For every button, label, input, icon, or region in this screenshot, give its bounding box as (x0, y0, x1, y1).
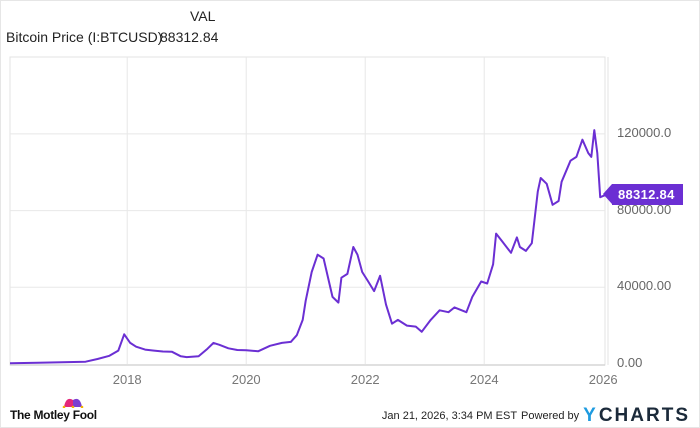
bitcoin-price-line[interactable] (9, 129, 607, 365)
motley-fool-logo: The Motley Fool (10, 398, 100, 424)
jester-hat-icon (62, 398, 84, 408)
footer-attribution: Jan 21, 2026, 3:34 PM EST Powered by Y CH… (382, 405, 690, 427)
x-tick-label: 2022 (350, 372, 380, 387)
y-tick-label: 40000.00 (617, 278, 672, 294)
y-tick-label: 80000.00 (617, 201, 672, 217)
y-tick-label: 0.00 (617, 355, 643, 370)
x-tick-label: 2026 (588, 372, 618, 387)
x-tick-label: 2024 (469, 372, 499, 387)
legend-series-name[interactable]: Bitcoin Price (I:BTCUSD) (6, 29, 163, 45)
x-tick-label: 2020 (231, 372, 261, 387)
brand-name: The Motley Fool (10, 408, 97, 422)
y-tick-label: 120000.0 (617, 124, 672, 140)
timestamp: Jan 21, 2026, 3:34 PM EST (381, 410, 518, 422)
powered-by-label: Powered by (521, 410, 580, 422)
x-tick-label: 2018 (112, 372, 142, 387)
last-value-badge: 88312.84 (603, 184, 683, 205)
ycharts-logo[interactable]: Y CHARTS (583, 405, 690, 426)
legend-series-value: 88312.84 (160, 29, 219, 45)
legend-column-header: VAL (190, 8, 216, 24)
